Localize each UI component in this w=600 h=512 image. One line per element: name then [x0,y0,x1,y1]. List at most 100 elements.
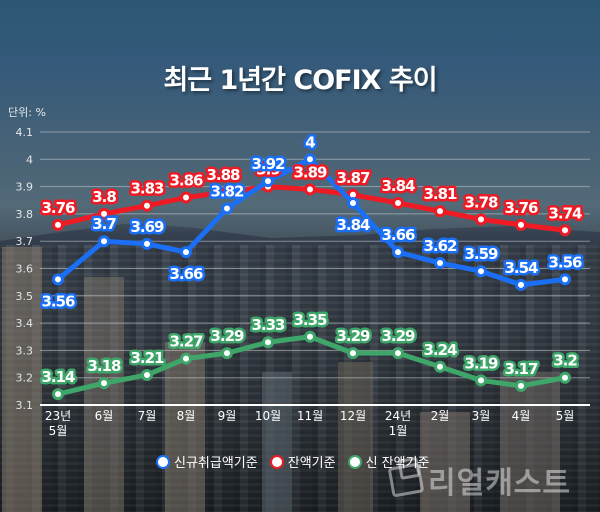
data-value-label: 3.2 [553,352,577,370]
data-value-label: 3.81 [423,185,457,203]
data-point-marker-center [55,221,61,228]
data-value-label: 3.17 [504,360,538,378]
data-labels-new-balance: 3.14 3.18 3.21 3.27 3.29 3.33 3.35 3.29 3.29 3.24… [39,308,581,388]
data-value-label: 3.14 [41,368,75,386]
data-value-label: 3.9 [256,161,280,179]
background-building [338,362,373,512]
data-point-marker-center [224,205,230,212]
data-point-marker-center [350,199,356,206]
x-tick-label: 6월 [95,409,114,423]
data-point-marker-center [144,202,150,209]
data-point-marker-center [265,339,271,346]
y-tick-label: 4 [26,153,33,166]
data-point-marker-center [478,216,484,223]
data-value-label: 3.84 [381,177,415,195]
data-point-marker-center [224,350,230,357]
data-point-marker-center [265,178,271,185]
data-point-marker-center [478,268,484,275]
data-value-label: 3.86 [169,172,203,190]
background-building [262,372,292,512]
x-tick-label: 2월 [431,409,450,423]
legend-label: 잔액기준 [287,456,336,471]
x-tick-label: 3월 [472,409,491,423]
data-point-marker-center [350,191,356,198]
series-balance [52,180,571,237]
data-point-marker-center [437,363,443,370]
data-value-label: 4 [305,133,315,151]
data-value-label: 3.24 [423,341,457,359]
data-value-label: 3.56 [548,253,582,271]
data-point-marker-center [101,210,107,217]
data-value-label: 3.89 [293,163,327,181]
data-point-marker-center [183,194,189,201]
blue-dot-icon [156,454,170,469]
x-tick-label: 9월 [218,409,237,423]
data-value-label: 3.35 [293,311,327,329]
data-point-marker-center [55,276,61,283]
y-tick-label: 3.5 [16,290,34,303]
chart-title: 최근 1년간 COFIX 추이 [163,65,437,96]
background-cityscape [0,245,600,512]
data-value-label: 3.29 [381,327,415,345]
data-value-label: 3.88 [206,166,240,184]
data-value-label: 3.62 [423,237,457,255]
data-point-marker-center [478,377,484,384]
data-value-label: 3.87 [336,169,370,187]
data-point-marker-center [183,355,189,362]
legend-item-balance: 잔액기준 [269,452,336,471]
legend-item-new-loan: 신규취급액기준 [156,452,258,471]
data-point-marker-center [350,350,356,357]
legend-label: 신규취급액기준 [174,456,258,471]
data-value-label: 3.84 [336,216,370,234]
data-point-marker-center [518,382,524,389]
x-tick-label: 23년 [45,409,71,423]
background-building [500,372,560,512]
x-tick-label: 12월 [340,409,366,423]
x-tick-label: 7월 [138,409,157,423]
x-tick-label: 5월 [556,409,575,423]
data-value-label: 3.83 [130,180,164,198]
x-tick-label: 10월 [255,409,281,423]
data-value-label: 3.92 [251,155,285,173]
data-point-marker-center [144,371,150,378]
data-value-label: 3.27 [169,333,203,351]
data-value-label: 3.29 [210,327,244,345]
data-value-label: 3.56 [41,292,75,310]
x-tick-label: 24년 [385,409,411,423]
data-point-marker-center [562,276,568,283]
x-tick-label: 11월 [297,409,323,423]
x-tick-label: 8월 [177,409,196,423]
data-point-marker-center [518,281,524,288]
data-value-label: 3.59 [464,245,498,263]
data-point-marker-center [101,380,107,387]
data-value-label: 3.66 [169,265,203,283]
data-point-marker-center [518,221,524,228]
data-value-label: 3.82 [210,182,244,200]
y-tick-label: 3.4 [16,317,34,330]
watermark: 리얼캐스트 [387,458,571,502]
y-axis-ticks: 3.1 3.2 3.3 3.4 3.5 3.6 3.7 3.8 3.9 4 4.1 [16,126,34,412]
background-building [165,342,205,512]
data-value-label: 3.7 [92,215,116,233]
data-value-label: 3.74 [548,204,582,222]
realcast-logo-icon [387,462,425,498]
data-point-marker-center [562,227,568,234]
data-labels-new-loan: 3.56 3.7 3.69 3.66 3.82 3.92 4 3.84 3.66 3.62 3.59… [39,131,586,313]
data-point-marker-center [224,189,230,196]
data-value-label: 3.33 [251,316,285,334]
data-value-label: 3.78 [464,193,498,211]
data-point-marker-center [55,391,61,398]
x-tick-label: 4월 [512,409,531,423]
data-point-marker-center [395,350,401,357]
data-value-label: 3.29 [336,327,370,345]
background-building [420,412,470,512]
data-value-label: 3.69 [130,218,164,236]
data-value-label: 3.76 [504,199,538,217]
series-new-loan [52,153,571,291]
data-value-label: 3.19 [464,354,498,372]
y-tick-label: 3.7 [16,235,34,248]
data-point-marker-center [183,249,189,256]
data-point-marker-center [395,199,401,206]
